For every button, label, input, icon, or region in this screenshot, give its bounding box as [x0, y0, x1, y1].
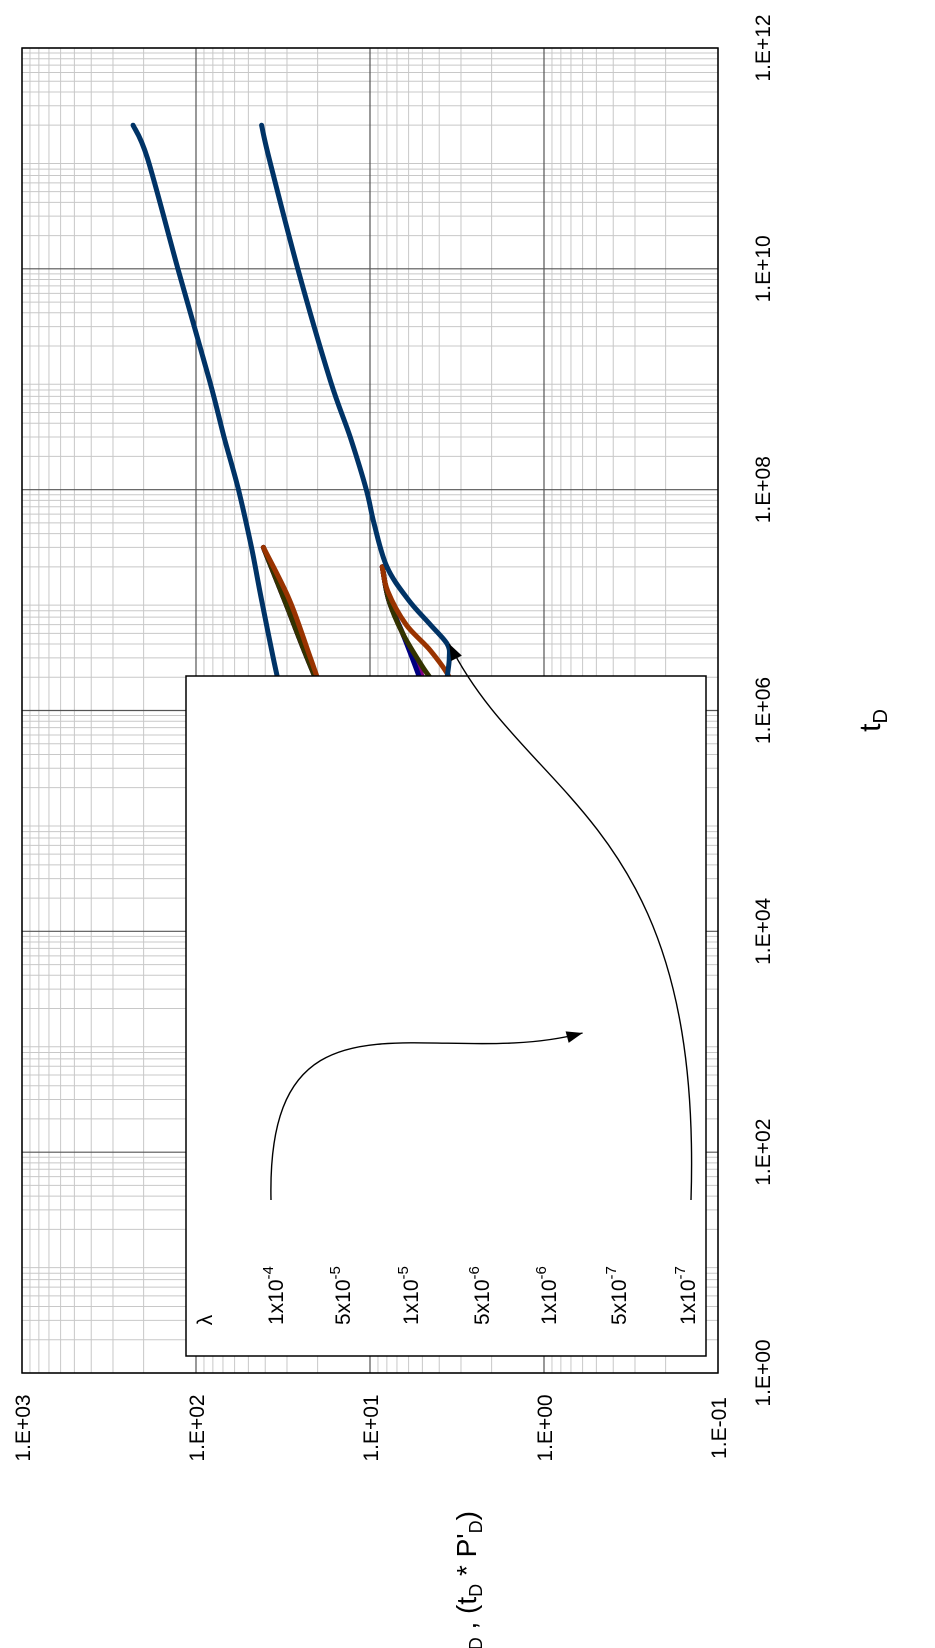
- legend-entry-exponent: -5: [327, 1266, 344, 1279]
- annotation-arrow-line: [448, 643, 693, 1201]
- y-tick-label: 1.E+03: [12, 1394, 35, 1461]
- legend-entry: 1x10-6: [533, 1266, 561, 1325]
- y-axis-label-star: * P': [451, 1533, 482, 1583]
- y-axis-label-sep: , (t: [451, 1597, 482, 1638]
- legend-entry-mantissa: 1x10: [538, 1279, 561, 1325]
- y-tick-label: 1.E+00: [534, 1394, 557, 1461]
- y-axis-label-close: ): [451, 1511, 482, 1520]
- legend-entry-mantissa: 5x10: [471, 1279, 494, 1325]
- legend-entry: 1x10-5: [395, 1266, 423, 1325]
- legend-entry-exponent: -6: [533, 1266, 550, 1279]
- annotation-arrows: [270, 643, 693, 1201]
- legend: λ 1x10-45x10-51x10-55x10-61x10-65x10-71x…: [185, 675, 707, 1357]
- y-axis-label-t-sub: D: [466, 1584, 486, 1597]
- y-axis-tick-labels: 1.E-01 1.E+00 1.E+01 1.E+02 1.E+03: [12, 1394, 731, 1461]
- annotation-arrow-line: [270, 1032, 583, 1201]
- x-tick-label: 1.E+04: [752, 897, 775, 964]
- x-tick-label: 1.E+00: [752, 1339, 775, 1406]
- legend-entry-exponent: -7: [603, 1266, 620, 1279]
- arrow-head: [449, 644, 462, 662]
- x-tick-label: 1.E+06: [752, 677, 775, 744]
- y-tick-label: 1.E+01: [360, 1394, 383, 1461]
- y-tick-label: 1.E-01: [708, 1397, 731, 1459]
- legend-entry-exponent: -7: [672, 1266, 689, 1279]
- legend-entry: 1x10-4: [260, 1266, 288, 1325]
- y-axis-label: PD , (tD * P'D): [451, 1511, 486, 1648]
- x-tick-label: 1.E+12: [752, 14, 775, 81]
- arrow-head: [565, 1031, 583, 1043]
- legend-entry: 5x10-6: [466, 1266, 494, 1325]
- legend-box: [185, 675, 707, 1357]
- x-axis-label: tD: [854, 709, 892, 732]
- legend-entry-exponent: -5: [395, 1266, 412, 1279]
- legend-entry-mantissa: 5x10: [608, 1279, 631, 1325]
- x-tick-label: 1.E+02: [752, 1119, 775, 1186]
- x-tick-label: 1.E+10: [752, 235, 775, 302]
- y-axis-label-pp-sub: D: [466, 1520, 486, 1533]
- legend-entry-mantissa: 1x10: [677, 1279, 700, 1325]
- plot-frame: [21, 47, 719, 1374]
- y-tick-label: 1.E+02: [186, 1394, 209, 1461]
- x-axis-tick-labels: 1.E+00 1.E+02 1.E+04 1.E+06 1.E+08 1.E+10 1.E+…: [752, 14, 775, 1406]
- x-axis-label-t: t: [854, 723, 887, 732]
- legend-entry: 5x10-7: [603, 1266, 631, 1325]
- legend-title: λ: [194, 1314, 217, 1325]
- x-tick-label: 1.E+08: [752, 456, 775, 523]
- legend-entries: 1x10-45x10-51x10-55x10-61x10-65x10-71x10…: [260, 1266, 700, 1325]
- legend-entry: 5x10-5: [327, 1266, 355, 1325]
- y-axis-label-p-sub: D: [466, 1637, 486, 1648]
- x-axis-label-sub: D: [870, 709, 892, 723]
- legend-entry: 1x10-7: [672, 1266, 700, 1325]
- legend-entry-exponent: -4: [260, 1266, 277, 1279]
- legend-entry-mantissa: 1x10: [400, 1279, 423, 1325]
- legend-entry-exponent: -6: [466, 1266, 483, 1279]
- legend-entry-mantissa: 1x10: [265, 1279, 288, 1325]
- legend-entry-mantissa: 5x10: [332, 1279, 355, 1325]
